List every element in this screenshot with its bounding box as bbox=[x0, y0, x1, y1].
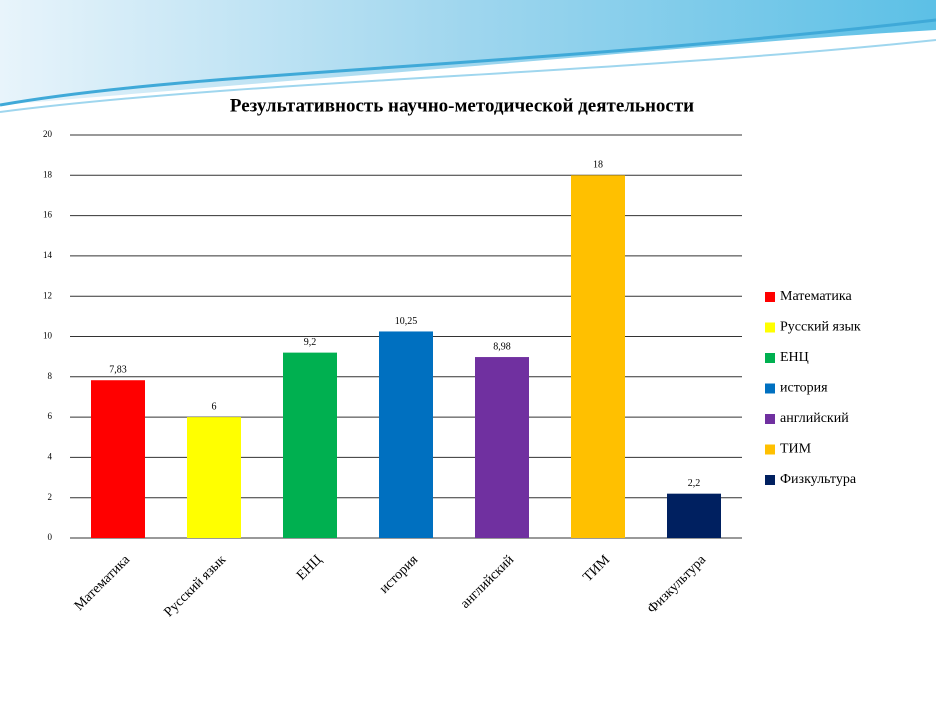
bar bbox=[571, 175, 625, 539]
y-tick-label: 18 bbox=[43, 169, 53, 179]
legend-swatch bbox=[765, 322, 775, 333]
legend-swatch bbox=[765, 353, 775, 363]
legend-swatch bbox=[765, 444, 775, 455]
legend-swatch bbox=[765, 383, 775, 394]
y-tick-label: 4 bbox=[48, 451, 53, 461]
value-label: 6 bbox=[212, 401, 217, 412]
legend-label: история bbox=[780, 381, 828, 396]
y-tick-label: 6 bbox=[48, 411, 53, 421]
value-label: 18 bbox=[593, 160, 603, 171]
legend-swatch bbox=[765, 292, 775, 302]
bar bbox=[379, 331, 433, 538]
value-label: 10,25 bbox=[395, 316, 418, 327]
x-tick-label: ТИМ bbox=[580, 552, 613, 585]
legend-label: Математика bbox=[780, 289, 852, 304]
legend-label: английский bbox=[780, 411, 849, 426]
bar bbox=[91, 380, 145, 538]
value-label: 2,2 bbox=[688, 478, 701, 489]
legend-label: ЕНЦ bbox=[780, 350, 809, 365]
legend-label: Физкультура bbox=[780, 472, 857, 487]
value-label: 9,2 bbox=[304, 337, 317, 348]
y-tick-label: 2 bbox=[48, 492, 53, 502]
y-tick-label: 10 bbox=[43, 331, 53, 341]
header-decoration bbox=[0, 0, 936, 113]
y-tick-label: 12 bbox=[43, 290, 52, 300]
legend-label: Русский язык bbox=[780, 320, 861, 335]
value-label: 8,98 bbox=[493, 341, 511, 352]
bar bbox=[475, 357, 529, 538]
bar bbox=[187, 417, 241, 538]
value-label: 7,83 bbox=[109, 365, 127, 376]
x-tick-label: ЕНЦ bbox=[294, 552, 325, 583]
x-tick-label: история bbox=[377, 552, 422, 597]
y-tick-label: 0 bbox=[48, 532, 53, 542]
bar bbox=[667, 493, 721, 538]
legend-swatch bbox=[765, 475, 775, 485]
x-tick-label: Русский язык bbox=[161, 552, 229, 620]
y-tick-label: 20 bbox=[43, 129, 53, 139]
chart-title: Результативность научно-методической дея… bbox=[230, 95, 694, 116]
bar bbox=[283, 352, 337, 538]
legend-swatch bbox=[765, 414, 775, 424]
y-tick-label: 14 bbox=[43, 250, 53, 260]
x-tick-label: Математика bbox=[72, 552, 134, 614]
x-tick-label: английский bbox=[458, 552, 518, 612]
y-tick-label: 8 bbox=[48, 371, 53, 381]
x-tick-label: Физкультура bbox=[645, 552, 710, 617]
legend-label: ТИМ bbox=[780, 442, 812, 457]
y-tick-label: 16 bbox=[43, 210, 53, 220]
